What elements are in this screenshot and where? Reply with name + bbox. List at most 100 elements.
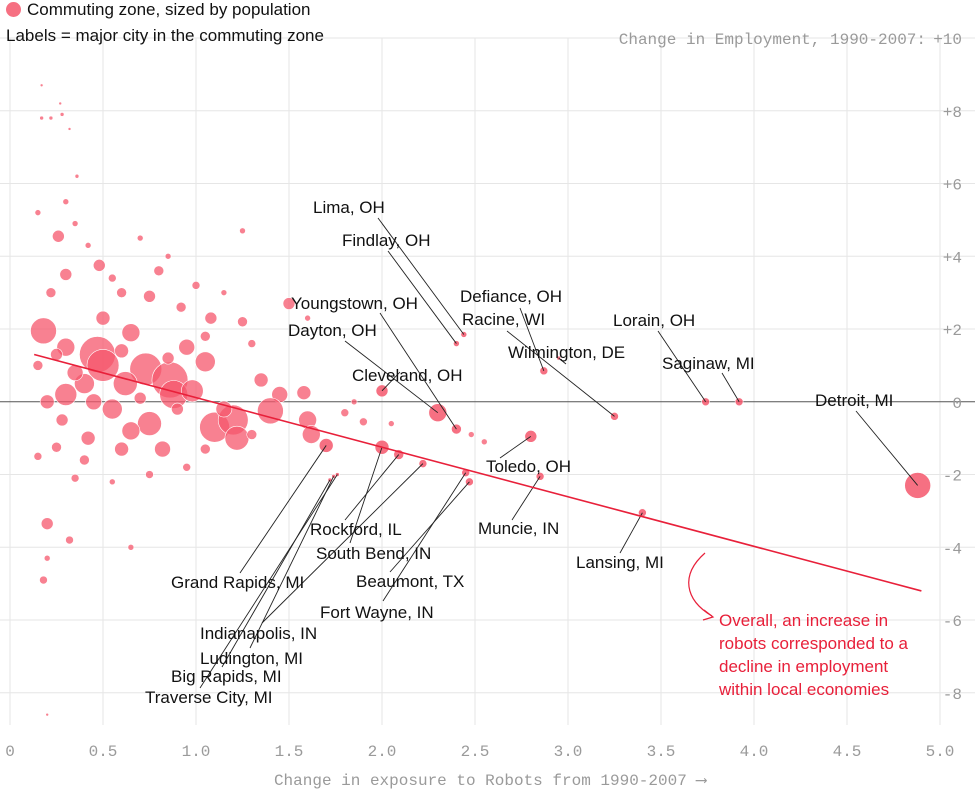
data-point: [39, 83, 44, 88]
leader-line: [619, 512, 643, 554]
annotation-line: Overall, an increase in: [719, 611, 888, 630]
y-tick-label: -6: [943, 613, 962, 631]
data-point: [161, 351, 175, 365]
data-point: [180, 379, 204, 403]
leader-line: [387, 250, 457, 344]
data-point: [178, 338, 195, 356]
leader-line: [558, 357, 567, 365]
leader-line: [499, 435, 532, 459]
data-point: [33, 452, 43, 461]
data-point: [92, 259, 106, 272]
data-point: [116, 287, 127, 298]
data-point: [113, 371, 138, 396]
y-axis-title: Change in Employment, 1990-2007:: [619, 31, 926, 49]
data-point: [224, 425, 250, 451]
data-point: [304, 314, 311, 322]
overlay-layer: Overall, an increase in robots correspond…: [33, 353, 922, 699]
x-tick-label: 5.0: [926, 743, 955, 761]
data-point: [127, 543, 135, 551]
x-tick-label: 0: [5, 743, 15, 761]
data-point: [247, 339, 257, 348]
data-point: [40, 517, 54, 530]
data-point: [282, 297, 296, 310]
data-point: [32, 360, 44, 371]
data-point: [171, 402, 184, 416]
data-point: [153, 265, 165, 277]
data-point: [54, 383, 78, 406]
data-point: [114, 343, 129, 359]
leader-lines-layer: [199, 217, 919, 689]
annotation-line: decline in employment: [719, 657, 888, 676]
data-point: [45, 712, 50, 717]
data-point: [246, 429, 258, 440]
leader-line: [377, 217, 465, 335]
annotation-arrow-head-icon: [702, 609, 715, 621]
point-label: Wilmington, DE: [508, 343, 625, 362]
y-tick-label: -4: [943, 540, 962, 558]
data-point: [39, 115, 44, 121]
data-point: [39, 575, 48, 585]
leader-line: [379, 312, 457, 430]
y-tick-label: +6: [943, 177, 962, 195]
point-label: Dayton, OH: [288, 321, 377, 340]
data-point: [59, 268, 73, 281]
point-label: Lorain, OH: [613, 311, 695, 330]
point-label: Lansing, MI: [576, 553, 664, 572]
trend-annotation: Overall, an increase in robots correspond…: [718, 611, 909, 699]
point-label: Defiance, OH: [460, 287, 562, 306]
x-tick-label: 3.0: [554, 743, 583, 761]
x-tick-label: 2.0: [368, 743, 397, 761]
data-point: [65, 535, 74, 545]
leader-line: [344, 340, 439, 414]
data-point: [48, 115, 54, 121]
leader-line: [382, 472, 467, 602]
point-label: Traverse City, MI: [145, 688, 273, 707]
data-point: [79, 454, 90, 466]
leader-line: [381, 371, 401, 392]
data-point: [253, 372, 269, 388]
y-tick-label: -8: [943, 686, 962, 704]
data-point: [74, 173, 80, 179]
legend-bubble-key: Commuting zone, sized by population: [6, 0, 311, 20]
annotation-line: robots corresponded to a: [719, 634, 909, 653]
point-label: Lima, OH: [313, 198, 385, 217]
point-label: Youngstown, OH: [291, 294, 418, 313]
data-point: [52, 229, 65, 243]
data-point: [80, 430, 96, 446]
point-label: Rockford, IL: [310, 520, 402, 539]
point-label: Indianapolis, IN: [200, 624, 317, 643]
legend-labels-note: Labels = major city in the commuting zon…: [6, 26, 324, 45]
data-point: [102, 398, 123, 420]
data-point: [62, 198, 70, 206]
y-tick-label: +10: [933, 31, 962, 49]
data-point: [121, 323, 141, 342]
data-point: [175, 301, 187, 313]
data-point: [85, 393, 102, 411]
leader-line: [349, 447, 383, 544]
data-point: [51, 441, 62, 453]
point-label: Toledo, OH: [486, 457, 571, 476]
point-label: Saginaw, MI: [662, 354, 755, 373]
point-label: Racine, WI: [462, 310, 545, 329]
point-label: Fort Wayne, IN: [320, 603, 434, 622]
point-label: Ludington, MI: [200, 649, 303, 668]
data-point: [136, 234, 144, 242]
point-label: Detroit, MI: [815, 391, 893, 410]
data-point: [67, 127, 72, 131]
data-point: [30, 317, 57, 345]
data-point: [191, 281, 201, 290]
data-point: [95, 310, 111, 326]
data-point: [350, 398, 358, 406]
point-label: South Bend, IN: [316, 544, 431, 563]
data-point: [296, 385, 312, 400]
data-point: [195, 351, 216, 373]
data-point: [45, 287, 57, 298]
leader-line: [239, 445, 327, 574]
x-tick-label: 3.5: [647, 743, 676, 761]
leader-line: [221, 479, 331, 668]
x-tick-label: 0.5: [89, 743, 118, 761]
point-label: Big Rapids, MI: [171, 667, 282, 686]
leader-line: [721, 372, 740, 403]
data-point: [182, 462, 191, 472]
